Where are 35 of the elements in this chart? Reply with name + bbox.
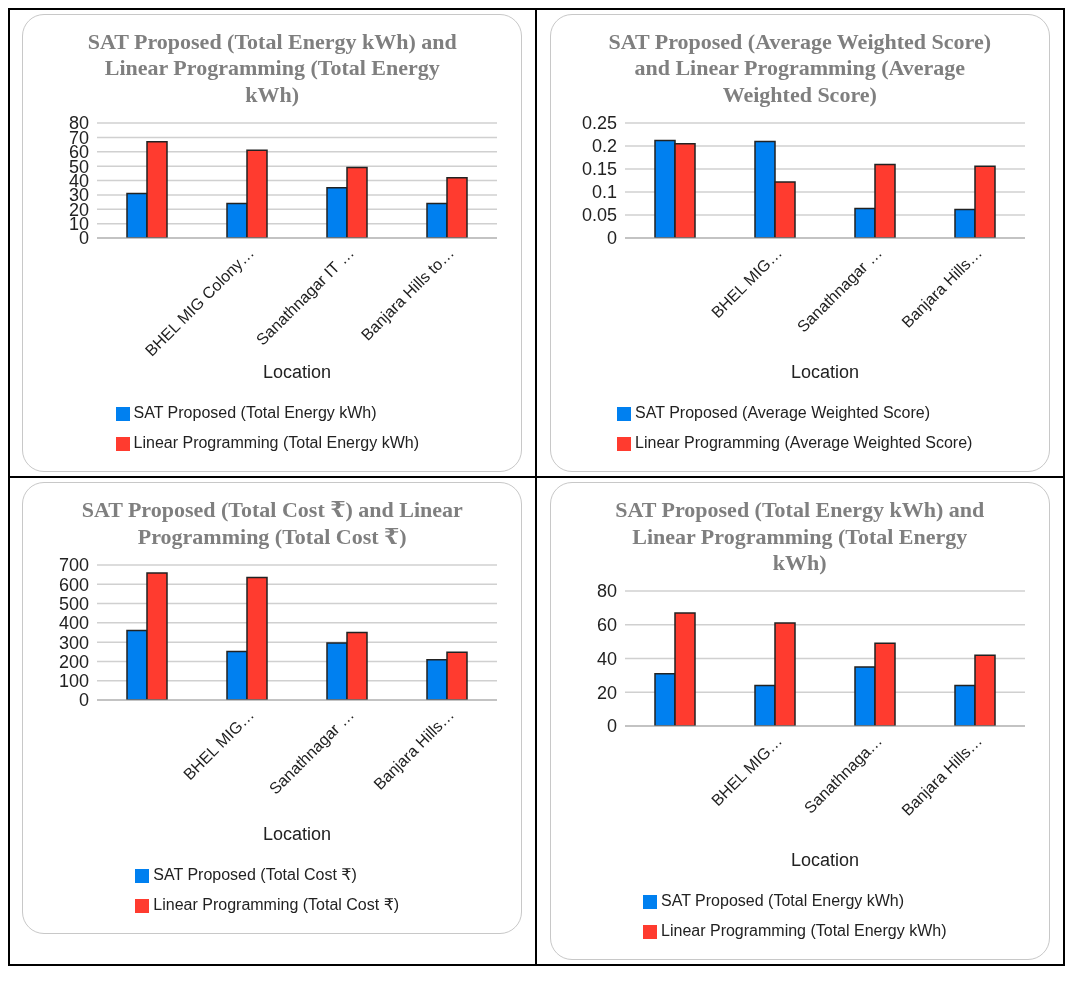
- legend-label: SAT Proposed (Total Cost ₹): [153, 865, 357, 883]
- y-tick-label: 80: [596, 581, 617, 602]
- y-tick-label: 40: [596, 649, 617, 670]
- chart-title: SAT Proposed (Total Energy kWh) and Linear Programming (Total Energy kWh): [614, 496, 986, 577]
- y-tick-label: 700: [59, 555, 90, 576]
- y-tick-label: 0: [606, 716, 617, 737]
- legend-label: Linear Programming (Total Cost ₹): [153, 895, 400, 913]
- y-tick-label: 0.25: [581, 113, 617, 134]
- y-tick-label: 60: [596, 615, 617, 636]
- y-tick-label: 100: [59, 671, 90, 692]
- y-tick-label: 0.05: [581, 205, 617, 226]
- legend-label: SAT Proposed (Total Energy kWh): [133, 404, 377, 422]
- legend-label: SAT Proposed (Average Weighted Score): [635, 404, 931, 422]
- legend-label: Linear Programming (Total Energy kWh): [661, 922, 947, 940]
- y-tick-label: 300: [59, 632, 90, 653]
- chart-title: SAT Proposed (Average Weighted Score) and Linear Programming (Average Weighted Score): [607, 28, 992, 109]
- legend-label: SAT Proposed (Total Energy kWh): [661, 892, 905, 910]
- y-tick-label: 200: [59, 651, 90, 672]
- y-tick-label: 400: [59, 613, 90, 634]
- y-tick-label: 0: [79, 690, 90, 711]
- x-axis-title: Location: [263, 823, 332, 844]
- x-axis-title: Location: [263, 362, 332, 383]
- y-tick-label: 0.1: [591, 182, 617, 203]
- legend-label: Linear Programming (Total Energy kWh): [133, 434, 419, 452]
- y-tick-label: 0: [606, 228, 617, 249]
- chart-title: SAT Proposed (Total Energy kWh) and Linear Programming (Total Energy kWh): [86, 28, 458, 109]
- y-tick-label: 0.2: [591, 136, 617, 157]
- y-tick-label: 0.15: [581, 159, 617, 180]
- chart-title: SAT Proposed (Total Cost ₹) and Linear Programming (Total Cost ₹): [80, 496, 464, 550]
- x-axis-title: Location: [790, 850, 859, 871]
- x-axis-title: Location: [790, 362, 859, 383]
- y-tick-label: 500: [59, 593, 90, 614]
- legend-label: Linear Programming (Average Weighted Score): [635, 434, 973, 452]
- y-tick-label: 20: [596, 682, 617, 703]
- y-tick-label: 600: [59, 574, 90, 595]
